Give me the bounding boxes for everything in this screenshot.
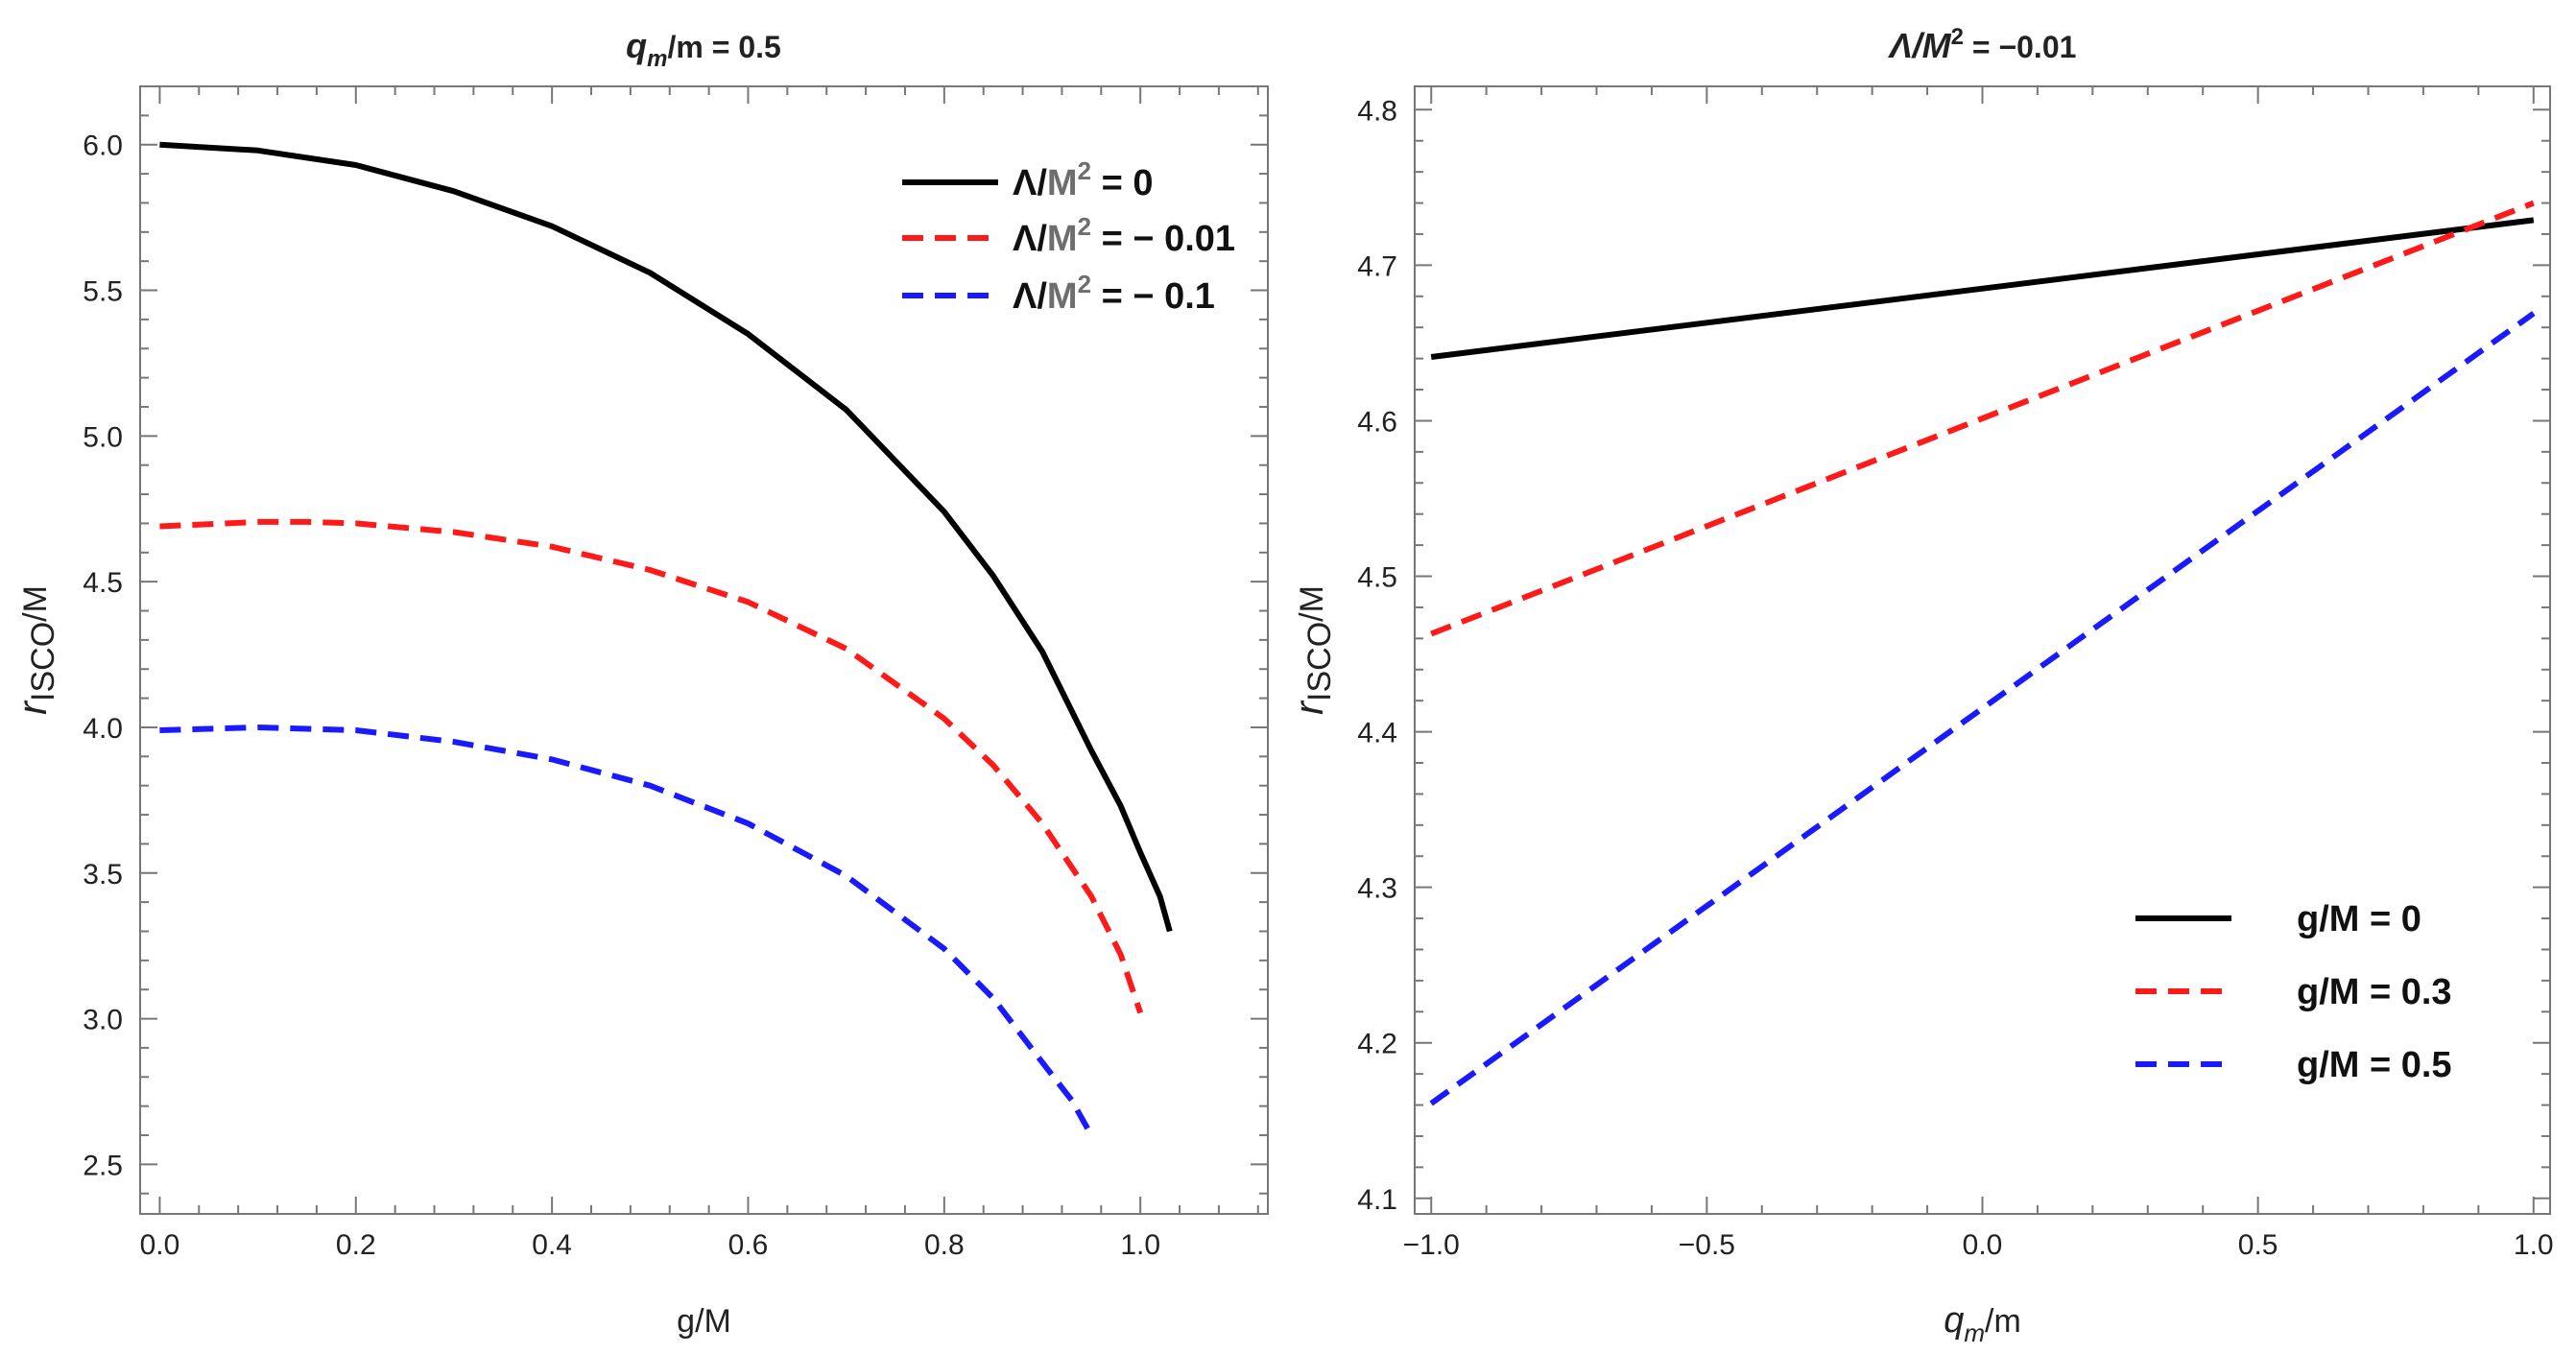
x-tick-label: −0.5: [1679, 1229, 1735, 1261]
title-superscript: 2: [1951, 24, 1964, 50]
plot-frame: [139, 85, 1269, 1215]
legend-suffix: = − 0.1: [1091, 276, 1215, 317]
x-tick-label: 0.6: [728, 1229, 769, 1261]
x-tick-label: 0.8: [924, 1229, 965, 1261]
x-tick-label: 0.4: [532, 1229, 572, 1261]
chart-title: qm/m = 0.5: [626, 26, 781, 72]
x-tick-label: 0.0: [140, 1229, 180, 1261]
y-label-subscript: ISCO: [25, 622, 61, 701]
y-tick-label: 4.3: [1357, 873, 1397, 905]
y-tick-label: 5.5: [83, 276, 123, 308]
legend-suffix: = − 0.01: [1091, 219, 1235, 259]
x-tick-label: 0.2: [336, 1229, 376, 1261]
title-main: q: [626, 26, 647, 65]
y-tick-label: 4.8: [1357, 95, 1397, 127]
x-tick-label: 0.0: [1963, 1229, 2003, 1261]
x-tick-label: 0.5: [2238, 1229, 2278, 1261]
y-tick-label: 5.0: [83, 421, 123, 453]
y-tick-label: 4.1: [1357, 1184, 1397, 1216]
legend-label-2: g/M = 0.5: [2297, 1045, 2452, 1085]
y-tick-label: 2.5: [83, 1150, 123, 1181]
legend-superscript: 2: [1078, 212, 1091, 241]
y-tick-label: 3.0: [83, 1005, 123, 1036]
x-tick-label: −1.0: [1403, 1229, 1460, 1261]
y-tick-label: 4.5: [83, 567, 123, 599]
y-tick-label: 4.4: [1357, 718, 1397, 749]
x-axis-label: g/M: [677, 1303, 731, 1340]
y-axis-label: rISCO/M: [10, 585, 61, 715]
y-tick-label: 4.7: [1357, 250, 1397, 282]
legend-mid: M: [1047, 163, 1078, 203]
series-line-1: [159, 518, 1144, 1014]
legend-label-1: g/M = 0.3: [2297, 972, 2452, 1012]
y-tick-label: 4.6: [1357, 406, 1397, 438]
title-rest: = −0.01: [1964, 30, 2076, 64]
title-rest: /m = 0.5: [668, 30, 781, 64]
y-label-rest: /M: [17, 585, 54, 622]
x-label-main: q: [1944, 1300, 1964, 1341]
legend-mid: M: [1047, 276, 1078, 317]
series-line-2: [159, 725, 1094, 1137]
legend-label-1: Λ/M2 = − 0.01: [1013, 212, 1235, 259]
legend-superscript: 2: [1078, 156, 1091, 185]
x-label-subscript: m: [1964, 1318, 1985, 1347]
series-line-1: [1430, 200, 2535, 637]
legend-label-0: g/M = 0: [2297, 899, 2421, 939]
y-tick-label: 6.0: [83, 131, 123, 162]
legend-label-2: Λ/M2 = − 0.1: [1013, 270, 1215, 317]
chart-left: 0.0 0.2 0.4 0.6 0.8 1.0 2.5 3.0 3.5 4.0 4.5 5.0 5.5 6…: [10, 26, 1269, 1340]
y-tick-label: 4.2: [1357, 1029, 1397, 1060]
y-axis-label: rISCO/M: [1286, 585, 1338, 715]
y-label-main: r: [10, 700, 55, 715]
legend-prefix: Λ/: [1013, 163, 1047, 203]
legend-prefix: Λ/: [1013, 276, 1047, 317]
x-label-rest: /m: [1985, 1303, 2021, 1340]
title-subscript: m: [647, 46, 667, 72]
y-label-main: r: [1286, 700, 1331, 715]
series-line-0: [159, 141, 1173, 933]
y-tick-label: 4.0: [83, 713, 123, 745]
y-label-rest: /M: [1294, 585, 1330, 622]
legend-mid: M: [1047, 219, 1078, 259]
legend-label-0: Λ/M2 = 0: [1013, 156, 1153, 203]
legend-suffix: = 0: [1091, 163, 1153, 203]
x-tick-label: 1.0: [1120, 1229, 1160, 1261]
legend-superscript: 2: [1078, 270, 1091, 298]
legend-prefix: Λ/: [1013, 219, 1047, 259]
x-tick-label: 1.0: [2514, 1229, 2554, 1261]
y-tick-label: 4.5: [1357, 562, 1397, 594]
y-label-subscript: ISCO: [1301, 622, 1338, 701]
series-line-0: [1430, 217, 2535, 360]
y-tick-label: 3.5: [83, 859, 123, 891]
title-main: Λ/M: [1888, 26, 1952, 65]
chart-right: −1.0 −0.5 0.0 0.5 1.0 4.1 4.2 4.3 4.4 4.5 4.6 4.7 4.…: [1286, 24, 2554, 1347]
series-line-2: [1429, 311, 2536, 1106]
chart-title: Λ/M2 = −0.01: [1888, 24, 2077, 65]
x-axis-label: qm/m: [1944, 1300, 2021, 1347]
